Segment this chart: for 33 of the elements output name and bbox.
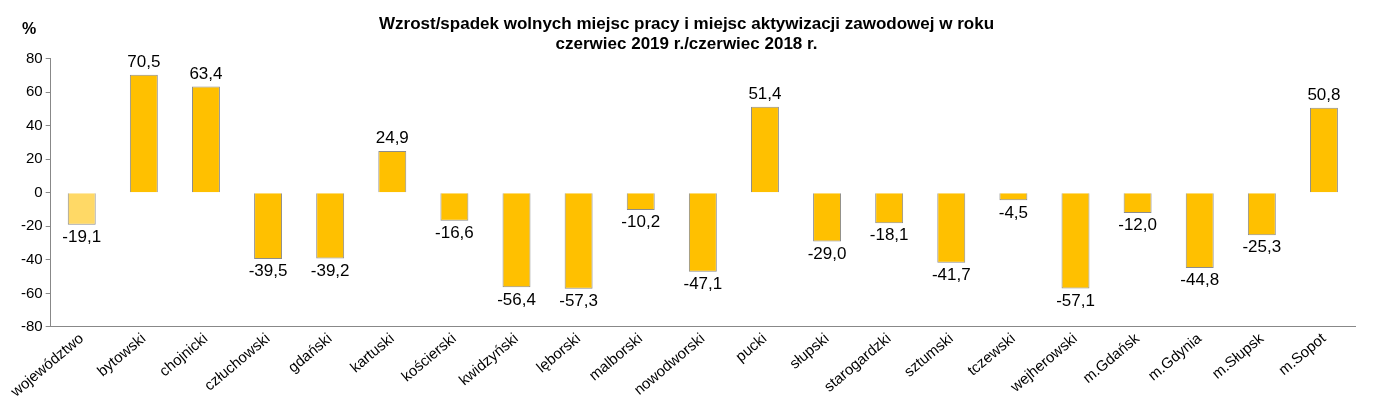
data-label: -12,0 <box>1118 215 1157 235</box>
y-tick-label: -80 <box>20 317 43 335</box>
data-label: -57,3 <box>559 291 598 311</box>
data-label: -4,5 <box>998 202 1029 222</box>
data-label: -18,1 <box>869 225 909 245</box>
data-label: -41,7 <box>931 264 971 284</box>
data-label: -29,0 <box>807 243 847 263</box>
y-axis-title: % <box>22 20 37 38</box>
y-tick-label: 20 <box>25 149 43 167</box>
text: czerwiec 2019 r./czerwiec 2018 r. <box>555 34 818 54</box>
data-label: -56,4 <box>497 289 536 309</box>
data-label: 70,5 <box>127 51 161 71</box>
data-label: 50,8 <box>1307 84 1341 104</box>
data-label: 63,4 <box>189 63 223 83</box>
y-tick-label: 80 <box>25 48 43 66</box>
data-label: -10,2 <box>621 212 661 232</box>
data-label: -47,1 <box>683 273 723 293</box>
y-tick-label: -60 <box>20 283 43 301</box>
data-label: -57,1 <box>1056 290 1095 310</box>
data-label: -25,3 <box>1242 237 1282 257</box>
data-label: -39,5 <box>248 261 288 281</box>
data-label: -39,2 <box>310 260 350 280</box>
data-label: -16,6 <box>435 222 474 242</box>
y-tick-label: 60 <box>25 82 43 100</box>
data-label: -19,1 <box>62 227 102 247</box>
data-label: -44,8 <box>1180 270 1220 290</box>
data-label: 24,9 <box>375 128 409 148</box>
y-tick-label: -40 <box>20 249 43 267</box>
text: Wzrost/spadek wolnych miejsc pracy i miejsc aktywizacji zawodowej w roku <box>378 13 995 33</box>
y-tick-label: 0 <box>34 182 43 200</box>
y-tick-label: -20 <box>20 216 43 234</box>
data-label: 51,4 <box>748 83 782 103</box>
y-tick-label: 40 <box>25 115 43 133</box>
